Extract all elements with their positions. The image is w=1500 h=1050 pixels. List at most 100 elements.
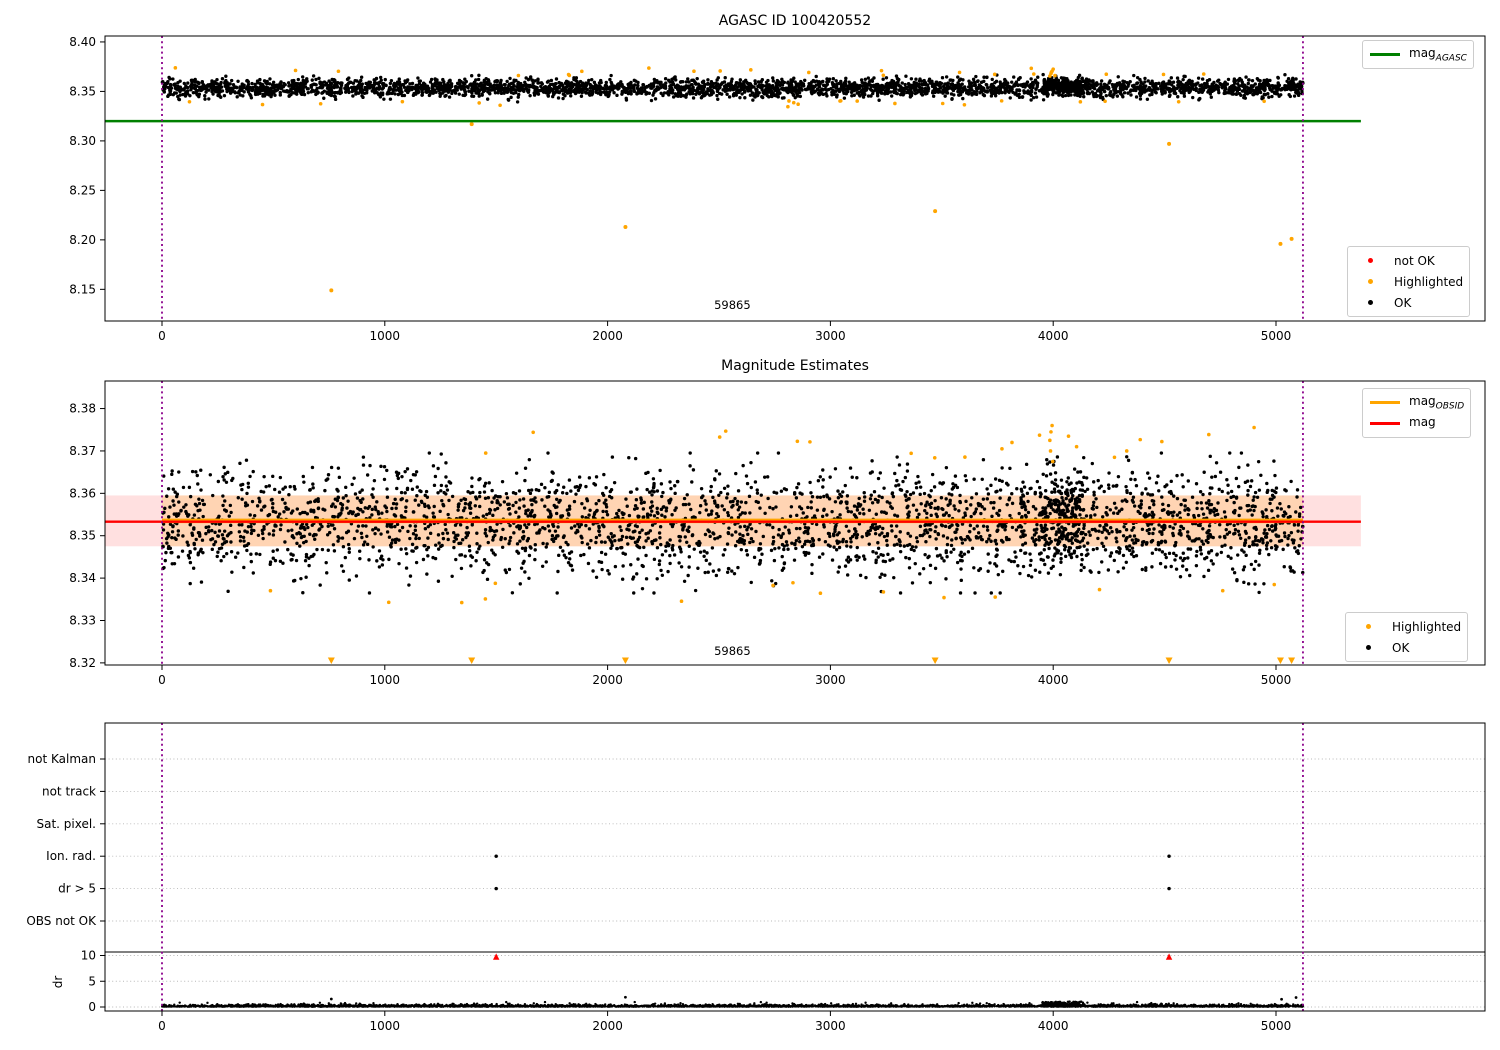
ok-point [1029, 77, 1033, 81]
ok-point [275, 83, 279, 87]
ok-point [968, 82, 972, 86]
ok-point [967, 79, 971, 83]
ok-point [979, 80, 984, 84]
ok-point [959, 578, 964, 583]
ok-point [1027, 91, 1031, 95]
ok-point [1073, 93, 1077, 97]
ok-point [751, 98, 755, 102]
ok-point [533, 79, 537, 83]
ok-point [244, 458, 249, 462]
ok-point [825, 82, 830, 87]
ok-point [385, 509, 389, 514]
ok-point [692, 547, 696, 551]
ok-point [561, 87, 566, 91]
highlighted-point [1201, 72, 1206, 76]
ok-point [985, 89, 989, 93]
ok-point [960, 90, 965, 94]
ok-point [749, 580, 753, 585]
ok-point [836, 570, 840, 574]
ok-point [783, 525, 787, 529]
ok-point [1207, 78, 1212, 82]
ok-point [1092, 94, 1096, 99]
ok-point [998, 496, 1002, 500]
ok-point [1173, 558, 1177, 562]
ok-point [420, 93, 424, 97]
ok-point [752, 85, 756, 89]
ok-point [918, 485, 923, 489]
ok-point [556, 483, 560, 487]
ok-point [1023, 507, 1028, 512]
ok-point [1194, 563, 1199, 568]
ok-point [486, 86, 490, 91]
ok-point [345, 82, 350, 87]
ok-point [178, 93, 182, 97]
ok-point [1236, 484, 1241, 489]
ok-point [1186, 556, 1190, 560]
highlighted-outlier-point [1289, 236, 1294, 241]
ok-point [794, 496, 799, 500]
highlighted-point [580, 69, 584, 74]
ok-point [885, 543, 889, 547]
ok-point [949, 550, 953, 554]
ok-point [1013, 83, 1017, 88]
ok-point [723, 76, 727, 80]
ok-point [1194, 482, 1199, 486]
ok-point [753, 81, 758, 86]
ok-point [818, 475, 822, 479]
ok-point [871, 89, 876, 93]
ok-point [730, 86, 735, 90]
ok-point [1058, 572, 1063, 577]
ok-point [958, 77, 963, 81]
highlighted-point [566, 72, 571, 77]
ok-point [445, 488, 450, 492]
ok-point [1052, 83, 1056, 87]
ok-point [927, 77, 932, 81]
ok-point [1092, 500, 1096, 505]
ok-point [359, 531, 364, 535]
ok-point [447, 498, 451, 503]
ok-point [502, 91, 506, 95]
ok-point [1079, 80, 1083, 84]
ok-point [1287, 505, 1291, 509]
ok-point [1176, 83, 1180, 88]
ok-point [828, 475, 832, 479]
ok-point [779, 81, 783, 85]
ok-point [326, 524, 330, 528]
ok-point [1198, 490, 1203, 494]
ok-point [693, 588, 698, 593]
ok-point [428, 80, 433, 84]
ok-point [760, 86, 764, 91]
ok-point [787, 83, 792, 88]
ok-point [723, 547, 727, 552]
ok-point [398, 91, 402, 96]
ok-point [966, 90, 971, 94]
ok-point [556, 96, 561, 100]
ok-point [1230, 91, 1235, 96]
ok-point [1158, 561, 1163, 566]
ok-point [711, 495, 715, 500]
ok-point [215, 77, 219, 82]
ok-point [846, 509, 851, 514]
ok-point [685, 493, 689, 497]
ok-point [1103, 548, 1108, 552]
highlighted-point [749, 68, 753, 72]
ok-point [1136, 509, 1140, 514]
ok-point [635, 487, 639, 491]
ok-point [743, 96, 747, 100]
ok-point [397, 88, 401, 93]
ok-point [980, 89, 984, 94]
ok-point [434, 90, 438, 94]
ok-point [834, 548, 839, 552]
ok-point [254, 552, 259, 556]
ok-point [949, 92, 954, 96]
ok-point [173, 86, 178, 90]
ok-point [468, 511, 473, 515]
ok-point [1260, 95, 1264, 99]
ok-point [910, 83, 915, 88]
ok-point [984, 82, 988, 87]
ok-point [1046, 92, 1050, 97]
ok-point [1125, 455, 1129, 459]
ok-point [998, 80, 1002, 84]
ok-point [443, 89, 448, 93]
ok-point [1176, 95, 1180, 99]
